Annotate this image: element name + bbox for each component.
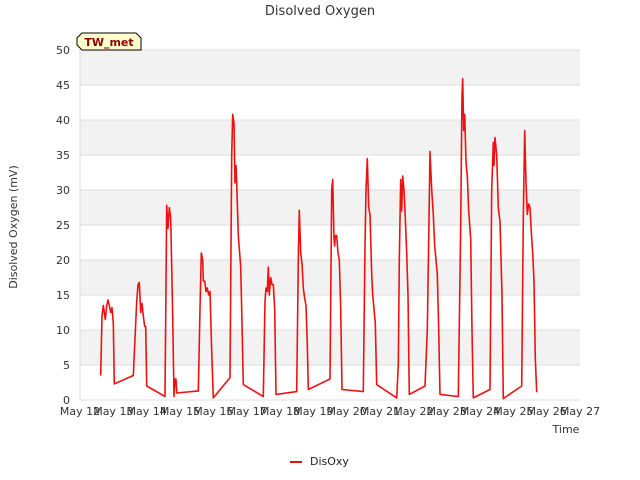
chart-title: Disolved Oxygen bbox=[265, 4, 375, 19]
y-tick-10: 10 bbox=[56, 324, 70, 337]
x-tick-22: May 22 bbox=[393, 405, 433, 418]
band-40-45 bbox=[80, 85, 580, 120]
plot-background-bands bbox=[80, 50, 580, 400]
x-tick-18: May 18 bbox=[260, 405, 300, 418]
x-axis-label: Time bbox=[552, 423, 580, 436]
y-tick-20: 20 bbox=[56, 254, 70, 267]
y-tick-30: 30 bbox=[56, 184, 70, 197]
x-tick-16: May 16 bbox=[193, 405, 233, 418]
series-line-disoxy bbox=[99, 77, 538, 400]
x-tick-27: May 27 bbox=[560, 405, 600, 418]
band-30-35 bbox=[80, 155, 580, 190]
badge-label: TW_met bbox=[84, 36, 133, 49]
band-45-50 bbox=[80, 50, 580, 85]
x-tick-19: May 19 bbox=[293, 405, 333, 418]
x-tick-25: May 25 bbox=[493, 405, 533, 418]
y-tick-25: 25 bbox=[56, 219, 70, 232]
x-tick-24: May 24 bbox=[460, 405, 500, 418]
band-35-40 bbox=[80, 120, 580, 155]
x-tick-13: May 13 bbox=[93, 405, 133, 418]
x-tick-12: May 12 bbox=[60, 405, 100, 418]
series-layer bbox=[99, 77, 538, 400]
x-tick-14: May 14 bbox=[127, 405, 167, 418]
x-tick-15: May 15 bbox=[160, 405, 200, 418]
y-tick-labels: 0 5 10 15 20 25 30 35 40 45 50 bbox=[56, 44, 70, 407]
y-tick-5: 5 bbox=[63, 359, 70, 372]
x-tick-17: May 17 bbox=[227, 405, 267, 418]
y-tick-40: 40 bbox=[56, 114, 70, 127]
legend: DisOxy bbox=[290, 455, 349, 468]
y-tick-45: 45 bbox=[56, 79, 70, 92]
band-25-30 bbox=[80, 190, 580, 225]
station-badge: TW_met bbox=[76, 32, 142, 51]
x-tick-21: May 21 bbox=[360, 405, 400, 418]
y-axis-label: Disolved Oxygen (mV) bbox=[7, 165, 20, 289]
y-tick-0: 0 bbox=[63, 394, 70, 407]
x-tick-26: May 26 bbox=[527, 405, 567, 418]
y-tick-50: 50 bbox=[56, 44, 70, 57]
y-tick-35: 35 bbox=[56, 149, 70, 162]
y-tick-15: 15 bbox=[56, 289, 70, 302]
x-tick-23: May 23 bbox=[427, 405, 467, 418]
legend-label: DisOxy bbox=[310, 455, 349, 468]
x-tick-20: May 20 bbox=[327, 405, 367, 418]
badge-shape bbox=[76, 32, 142, 51]
band-15-20 bbox=[80, 260, 580, 295]
band-20-25 bbox=[80, 225, 580, 260]
